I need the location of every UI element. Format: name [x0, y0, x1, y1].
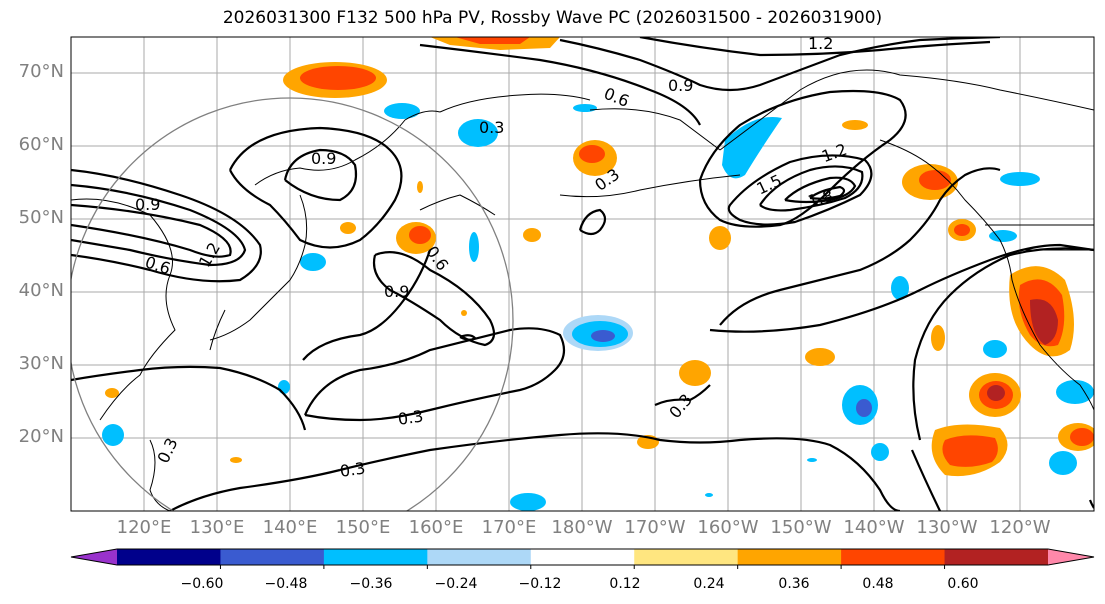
lon-label: 120°W: [989, 517, 1051, 538]
lon-label: 120°E: [116, 517, 172, 538]
colorbar-tick-label: −0.12: [518, 576, 562, 592]
map-title: 2026031300 F132 500 hPa PV, Rossby Wave …: [222, 8, 883, 28]
colorbar-tick-label: −0.60: [180, 576, 224, 592]
lon-label: 180°W: [551, 517, 613, 538]
contour-label: 0.3: [397, 407, 425, 429]
colorbar-tick-label: 0.24: [693, 576, 725, 592]
colorbar-outline: [70, 548, 1095, 566]
colorbar-tick-label: 0.60: [947, 576, 979, 592]
coastlines: [71, 69, 1094, 511]
pv-contours: [71, 37, 1094, 511]
contour-label: 1.2: [808, 34, 833, 53]
colorbar-segment: [220, 549, 325, 565]
colorbar: [70, 548, 1095, 569]
colorbar-segment: [841, 549, 946, 565]
positive-anomaly-patches: [105, 37, 1094, 477]
colorbar-segment: [530, 549, 635, 565]
colorbar-segment: [117, 549, 221, 565]
colorbar-extend-max: [1048, 549, 1094, 565]
lon-label: 150°E: [335, 517, 391, 538]
contour-label: 0.9: [311, 149, 336, 168]
gridlines: [71, 37, 1094, 511]
contour-label: 0.3: [339, 459, 367, 481]
colorbar-tick-label: 0.12: [609, 576, 641, 592]
colorbar-tick-label: −0.36: [349, 576, 393, 592]
colorbar-segment: [323, 549, 428, 565]
lon-label: 150°W: [770, 517, 832, 538]
colorbar-tick-label: 0.48: [862, 576, 894, 592]
lon-label: 160°W: [697, 517, 759, 538]
contour-label: 0.9: [135, 195, 160, 214]
colorbar-segment: [427, 549, 532, 565]
contour-label: 0.3: [479, 118, 504, 137]
region-circle: [71, 97, 514, 511]
negative-anomaly-patches: [102, 103, 1094, 511]
lon-label: 140°W: [843, 517, 905, 538]
colorbar-extend-min: [71, 549, 117, 565]
lat-label-20n: 20°N: [18, 426, 64, 447]
lat-label-60n: 60°N: [18, 134, 64, 155]
map-frame: [70, 36, 1095, 512]
contour-label: 0.9: [668, 76, 693, 95]
colorbar-tick-label: −0.24: [434, 576, 478, 592]
lat-label-70n: 70°N: [18, 61, 64, 82]
lon-label: 170°E: [481, 517, 537, 538]
lon-label: 160°E: [408, 517, 464, 538]
lon-label: 140°E: [262, 517, 318, 538]
colorbar-tick-label: 0.36: [778, 576, 810, 592]
lon-label: 170°W: [624, 517, 686, 538]
lon-label: 130°E: [189, 517, 245, 538]
colorbar-tick-label: −0.48: [264, 576, 308, 592]
colorbar-segment: [737, 549, 842, 565]
colorbar-segment: [634, 549, 739, 565]
lat-label-30n: 30°N: [18, 353, 64, 374]
contour-label: 0.9: [384, 282, 409, 301]
colorbar-segment: [944, 549, 1049, 565]
lat-label-50n: 50°N: [18, 207, 64, 228]
lon-label: 130°W: [916, 517, 978, 538]
lat-label-40n: 40°N: [18, 280, 64, 301]
